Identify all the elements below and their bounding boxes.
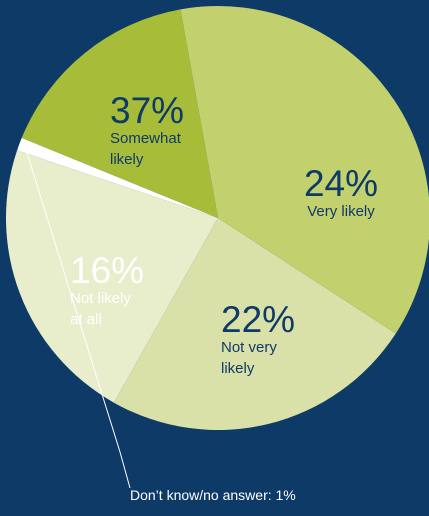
- callout-leader-line: [24, 146, 131, 489]
- pie-slice: [17, 137, 219, 218]
- slice-category-label: Not likely: [70, 290, 131, 307]
- slice-percent-label: 37%: [110, 90, 184, 131]
- pie-labels: 24%Very likely 22%Not very likely 16%Not li…: [70, 90, 378, 377]
- pie-slice: [180, 6, 429, 334]
- pie-slice: [6, 150, 219, 403]
- slice-category-label: Somewhat: [110, 130, 182, 147]
- slice-percent-label: 22%: [221, 299, 295, 340]
- slice-category-label: likely: [221, 360, 255, 377]
- pie-slices: [6, 6, 429, 430]
- slice-category-label: at all: [70, 311, 102, 328]
- slice-percent-label: 24%: [304, 163, 378, 204]
- pie-slice: [113, 218, 396, 430]
- slice-category-label: likely: [110, 151, 144, 168]
- callout-label: Don’t know/no answer: 1%: [130, 487, 296, 503]
- pie-slice: [21, 9, 218, 219]
- slice-category-label: Very likely: [307, 203, 375, 220]
- slice-category-label: Not very: [221, 339, 277, 356]
- slice-percent-label: 16%: [70, 250, 144, 291]
